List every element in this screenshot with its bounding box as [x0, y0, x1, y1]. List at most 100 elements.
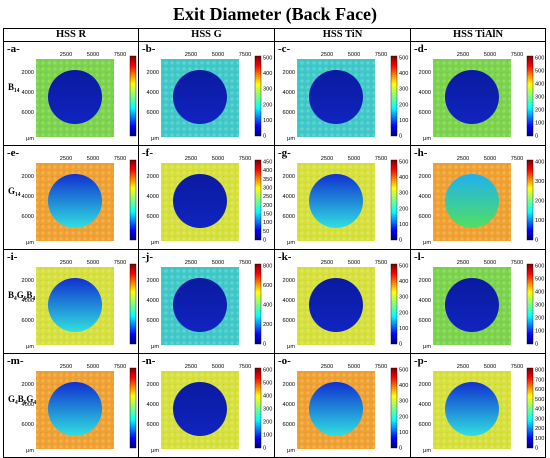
drilled-hole	[48, 174, 102, 228]
x-tick-label: 5000	[348, 260, 360, 266]
y-tick-label: 6000	[147, 110, 159, 116]
colorbar-tick-label: 0	[399, 446, 402, 452]
colorbar-tick-label: 0	[263, 446, 266, 452]
x-tick-label: 2500	[321, 364, 333, 370]
panel-letter: -g-	[278, 147, 291, 159]
row-label: G₁₄	[8, 186, 21, 196]
x-tick-label: 7500	[375, 156, 387, 162]
x-tick-label: 5000	[87, 156, 99, 162]
y-tick-label: 6000	[22, 318, 34, 324]
y-tick-label: 2000	[419, 70, 431, 76]
x-tick-label: 7500	[375, 364, 387, 370]
y-tick-label: 4000	[147, 90, 159, 96]
colorbar	[254, 55, 262, 137]
colorbar-tick-label: 450	[263, 160, 272, 166]
x-tick-label: 7500	[239, 52, 251, 58]
y-tick-label: 4000	[22, 402, 34, 408]
y-tick-label: 4000	[147, 402, 159, 408]
colorbar-tick-label: 100	[535, 121, 544, 127]
y-tick-label: 2000	[419, 174, 431, 180]
colorbar-tick-label: 200	[399, 414, 408, 420]
panel-row: -i-250050007500200040006000μm50040030020…	[3, 249, 546, 354]
colorbar-tick-label: 600	[263, 368, 272, 374]
x-tick-label: 7500	[511, 260, 523, 266]
colorbar-tick-label: 500	[263, 381, 272, 387]
colorbar-tick-label: 500	[535, 397, 544, 403]
panel-cell: -k- 2500 5000 7500 2000 4000 6000 μm 500 400 300 20…	[274, 249, 411, 354]
panel-letter: -b-	[142, 43, 156, 55]
colorbar-tick-label: 250	[263, 194, 272, 200]
x-tick-label: 5000	[212, 52, 224, 58]
y-tick-label: 6000	[283, 422, 295, 428]
y-tick-label: 6000	[147, 214, 159, 220]
surface-map: 2500 5000 7500 2000 4000 6000 μm 400 300 200 100 0	[419, 156, 545, 246]
figure-title: Exit Diameter (Back Face)	[172, 3, 378, 24]
colorbar	[254, 367, 262, 449]
colorbar-tick-label: 500	[399, 368, 408, 374]
colorbar-tick-label: 100	[399, 222, 408, 228]
colorbar-tick-label: 200	[263, 203, 272, 209]
y-tick-label: 4000	[283, 402, 295, 408]
y-tick-label: 6000	[419, 214, 431, 220]
drilled-hole	[173, 278, 227, 332]
panel-cell: -i-250050007500200040006000μm50040030020…	[3, 249, 139, 354]
y-tick-label: 6000	[283, 110, 295, 116]
colorbar-tick-label: 500	[399, 56, 408, 62]
surface-map: 250050007500200040006000μm50040030020010…	[22, 260, 137, 350]
y-tick-label: 4000	[283, 298, 295, 304]
x-tick-label: 2500	[60, 364, 72, 370]
surface-map: 250050007500200040006000μm50040030020010…	[22, 52, 137, 142]
colorbar-tick-label: 0	[535, 342, 538, 348]
colorbar-tick-label: 0	[535, 134, 538, 140]
panel-letter: -m-	[7, 355, 24, 367]
row-label: B₁₄	[8, 82, 20, 92]
colorbar	[526, 367, 534, 449]
colorbar-tick-label: 400	[263, 71, 272, 77]
x-tick-label: 7500	[114, 156, 126, 162]
unit-label: μm	[26, 240, 34, 246]
colorbar	[526, 159, 534, 241]
panel-cell: -p- 2500 5000 7500 2000 4000 6000 μm 800 700 600 50…	[410, 353, 546, 458]
panel-letter: -l-	[414, 251, 425, 263]
colorbar-tick-label: 400	[399, 279, 408, 285]
x-tick-label: 5000	[348, 364, 360, 370]
colorbar-tick-label: 500	[263, 56, 272, 62]
drilled-hole	[48, 278, 102, 332]
x-tick-label: 5000	[348, 156, 360, 162]
y-tick-label: 2000	[22, 174, 34, 180]
x-tick-label: 2500	[457, 52, 469, 58]
x-tick-label: 2500	[60, 260, 72, 266]
colorbar-tick-label: 300	[263, 186, 272, 192]
colorbar-tick-label: 200	[399, 206, 408, 212]
y-tick-label: 4000	[419, 90, 431, 96]
y-tick-label: 6000	[283, 318, 295, 324]
panel-grid: HSS R HSS G HSS TiN HSS TiAlN -a- 2500 500…	[3, 28, 546, 458]
surface-map: 2500 5000 7500200040006000μm45040035030025…	[147, 156, 273, 246]
x-tick-label: 5000	[212, 156, 224, 162]
x-tick-label: 2500	[185, 156, 197, 162]
y-tick-label: 2000	[22, 70, 34, 76]
y-tick-label: 4000	[22, 90, 34, 96]
x-tick-label: 2500	[457, 156, 469, 162]
column-header-hss-tin: HSS TiN	[274, 28, 411, 42]
panel-cell: -l- 2500 5000 7500 2000 4000 6000 μm 600 500 400 30…	[410, 249, 546, 354]
y-tick-label: 4000	[419, 402, 431, 408]
panel-cell: -n- 2500 5000 7500 2000 4000 6000 μm 600 500 400 30…	[138, 353, 275, 458]
colorbar-tick-label: 200	[535, 108, 544, 114]
y-tick-label: 6000	[419, 422, 431, 428]
panel-letter: -o-	[278, 355, 291, 367]
y-tick-label: 2000	[283, 278, 295, 284]
panel-letter: -c-	[278, 43, 291, 55]
y-tick-label: 4000	[419, 194, 431, 200]
colorbar-tick-label: 400	[263, 168, 272, 174]
colorbar-tick-label: 600	[535, 387, 544, 393]
x-tick-label: 5000	[87, 52, 99, 58]
colorbar-tick-label: 400	[399, 175, 408, 181]
panel-letter: -e-	[7, 147, 20, 159]
y-tick-label: 6000	[419, 318, 431, 324]
y-tick-label: 2000	[147, 382, 159, 388]
unit-label: μm	[423, 344, 431, 350]
